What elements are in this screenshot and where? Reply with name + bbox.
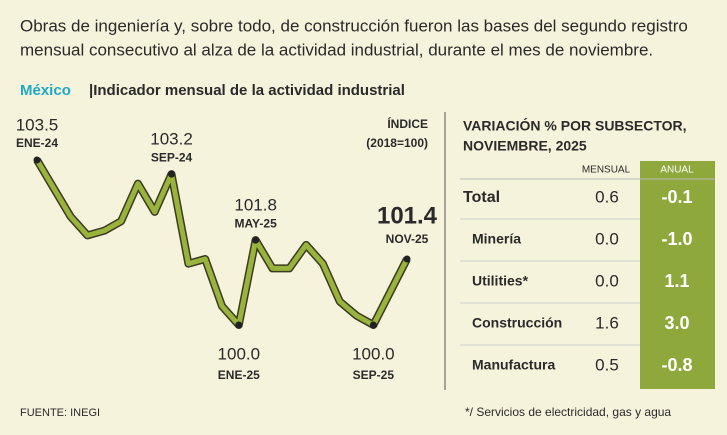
- row-label: Construcción: [472, 315, 562, 331]
- value-label: 103.5: [16, 115, 59, 134]
- table-title: NOVIEMBRE, 2025: [463, 138, 587, 154]
- annual-column: [640, 161, 715, 389]
- axis-label: ÍNDICE: [387, 116, 428, 131]
- annual-value: -0.8: [661, 355, 692, 375]
- x-tick-label: MAY-25: [235, 216, 278, 230]
- chart-title: |Indicador mensual de la actividad indus…: [89, 82, 405, 99]
- value-label: 101.4: [377, 202, 438, 229]
- header-line: mensual consecutivo al alza de la activi…: [20, 40, 653, 59]
- point: [168, 170, 176, 178]
- monthly-value: 1.6: [595, 313, 619, 332]
- value-label: 100.0: [218, 344, 261, 363]
- row-label: Minería: [472, 231, 521, 247]
- point: [369, 321, 377, 329]
- column-header: ANUAL: [660, 165, 694, 176]
- x-tick-label: SEP-24: [151, 150, 193, 164]
- axis-label: (2018=100): [366, 136, 428, 150]
- column-header: MENSUAL: [582, 165, 631, 176]
- table-title: VARIACIÓN % POR SUBSECTOR,: [463, 117, 687, 134]
- x-tick-label: SEP-25: [353, 368, 395, 382]
- monthly-value: 0.0: [595, 271, 619, 290]
- monthly-value: 0.6: [595, 187, 619, 206]
- point: [235, 321, 243, 329]
- point: [33, 156, 41, 164]
- value-label: 101.8: [234, 196, 277, 215]
- value-label: 100.0: [352, 344, 395, 363]
- row-label: Total: [463, 189, 500, 206]
- annual-value: -0.1: [661, 187, 692, 207]
- annual-value: 1.1: [664, 271, 689, 291]
- row-label: Utilities*: [472, 273, 529, 289]
- annual-value: 3.0: [664, 313, 689, 333]
- footnote: */ Servicios de electricidad, gas y agua: [465, 405, 671, 419]
- point: [403, 255, 411, 263]
- x-tick-label: NOV-25: [386, 232, 429, 246]
- monthly-value: 0.5: [595, 355, 619, 374]
- header-line: Obras de ingeniería y, sobre todo, de co…: [20, 16, 688, 35]
- value-label: 103.2: [150, 130, 193, 149]
- x-tick-label: ENE-25: [218, 368, 260, 382]
- point: [252, 236, 260, 244]
- country: México: [20, 82, 71, 99]
- annual-value: -1.0: [661, 229, 692, 249]
- row-label: Manufactura: [472, 357, 555, 373]
- line: [34, 158, 410, 328]
- monthly-value: 0.0: [595, 229, 619, 248]
- source: FUENTE: INEGI: [20, 407, 100, 419]
- x-tick-label: ENE-24: [16, 136, 58, 150]
